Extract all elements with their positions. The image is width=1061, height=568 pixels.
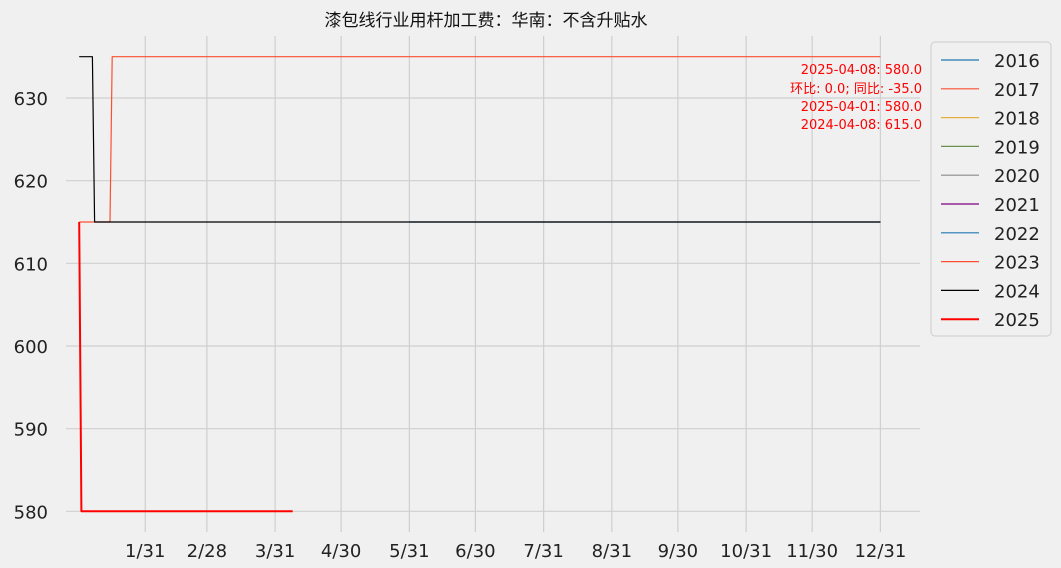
- x-tick-label: 10/31: [720, 541, 772, 562]
- y-tick-label: 580: [14, 502, 48, 523]
- legend-box: [930, 41, 1052, 337]
- y-tick-label: 590: [14, 420, 48, 441]
- x-tick-label: 9/30: [658, 541, 698, 562]
- legend-label-2017: 2017: [994, 80, 1040, 101]
- x-axis-ticks: 1/31 2/28 3/31 4/30 5/31 6/30 7/31 8/31 9/30 10/3…: [125, 541, 906, 562]
- legend-label-2018: 2018: [994, 109, 1040, 130]
- x-tick-label: 12/31: [854, 541, 906, 562]
- chart-title: 漆包线行业用杆加工费：华南：不含升贴水: [325, 11, 648, 31]
- legend-label-2023: 2023: [994, 253, 1040, 274]
- y-tick-label: 630: [14, 89, 48, 110]
- y-tick-label: 610: [14, 254, 48, 275]
- legend: 2016 2017 2018 2019 2020 2021 2022 2023 2024 2025: [930, 41, 1052, 337]
- annotation-line-3: 2025-04-01: 580.0: [801, 100, 922, 115]
- legend-label-2022: 2022: [994, 224, 1040, 245]
- legend-label-2024: 2024: [994, 281, 1040, 302]
- x-tick-label: 5/31: [389, 541, 429, 562]
- annotation: 2025-04-08: 580.0 环比: 0.0; 同比: -35.0 202…: [790, 63, 922, 133]
- y-tick-label: 600: [14, 337, 48, 358]
- x-tick-label: 6/30: [455, 541, 495, 562]
- grid: [66, 36, 920, 532]
- plot-series: [78, 56, 881, 513]
- y-axis-ticks: 580 590 600 610 620 630: [14, 89, 48, 523]
- x-tick-label: 7/31: [523, 541, 563, 562]
- y-tick-label: 620: [14, 172, 48, 193]
- series-line-2025: [78, 221, 293, 513]
- x-tick-label: 2/28: [187, 541, 227, 562]
- legend-label-2021: 2021: [994, 195, 1040, 216]
- x-tick-label: 11/30: [786, 541, 838, 562]
- legend-label-2016: 2016: [994, 51, 1040, 72]
- legend-label-2025: 2025: [994, 310, 1040, 331]
- x-tick-label: 1/31: [125, 541, 165, 562]
- x-tick-label: 8/31: [592, 541, 632, 562]
- x-tick-label: 3/31: [255, 541, 295, 562]
- legend-label-2020: 2020: [994, 166, 1040, 187]
- annotation-line-2: 环比: 0.0; 同比: -35.0: [790, 82, 922, 97]
- annotation-line-1: 2025-04-08: 580.0: [801, 63, 922, 78]
- series-line-2024: [79, 56, 881, 223]
- annotation-line-4: 2024-04-08: 615.0: [801, 118, 922, 133]
- legend-label-2019: 2019: [994, 137, 1040, 158]
- x-tick-label: 4/30: [321, 541, 361, 562]
